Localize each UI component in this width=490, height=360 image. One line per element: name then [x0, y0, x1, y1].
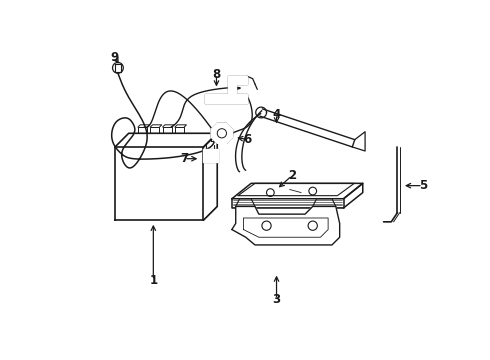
Text: 5: 5 [419, 179, 427, 192]
Polygon shape [203, 149, 218, 162]
Text: 1: 1 [149, 274, 157, 287]
Text: 2: 2 [288, 169, 296, 182]
Text: 7: 7 [180, 152, 188, 165]
Polygon shape [232, 206, 340, 245]
Text: 6: 6 [243, 133, 251, 146]
Polygon shape [205, 76, 247, 103]
Polygon shape [211, 123, 233, 143]
Text: 9: 9 [111, 50, 119, 64]
Text: 4: 4 [272, 108, 281, 121]
Text: 8: 8 [212, 68, 220, 81]
Text: 3: 3 [272, 293, 281, 306]
